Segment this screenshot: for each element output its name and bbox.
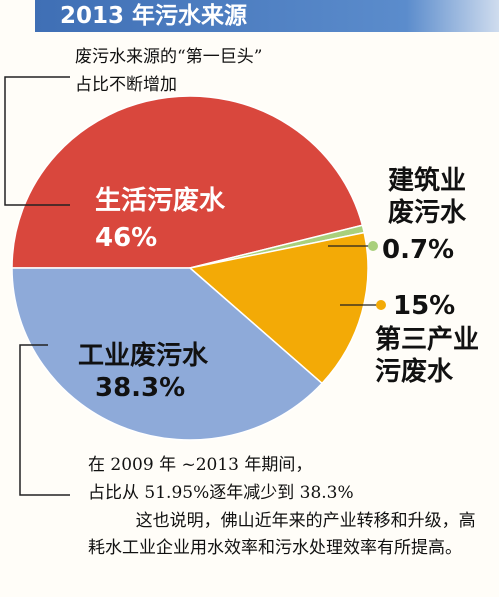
value-label: 38.3%	[95, 373, 186, 403]
leader-dot	[376, 300, 386, 310]
annotation: 这也说明，佛山近年来的产业转移和升级，高耗水工业企业用水效率和污水处理效率有所提…	[88, 511, 476, 558]
annotation: 占比从 51.95%逐年减少到 38.3%	[88, 483, 354, 503]
bracket	[19, 344, 70, 496]
slice-label: 生活污废水	[95, 186, 226, 216]
value-label: 15%	[393, 291, 456, 321]
chart-title: 2013 年污水来源	[60, 3, 248, 29]
value-label: 46%	[95, 223, 158, 253]
pie-slice	[11, 95, 364, 269]
value-label: 0.7%	[382, 235, 455, 265]
annotation: 废污水来源的“第一巨头”	[75, 47, 263, 67]
slice-label: 建筑业废污水	[388, 166, 467, 228]
annotation: 占比不断增加	[75, 75, 177, 95]
pie-slice	[11, 267, 324, 441]
bracket	[4, 76, 70, 206]
slice-label: 第三产业污废水	[375, 325, 480, 387]
slice-label: 工业废污水	[78, 341, 209, 371]
annotation: 在 2009 年 ~2013 年期间，	[88, 455, 313, 475]
leader-dot	[368, 241, 378, 251]
title-band	[35, 0, 499, 32]
